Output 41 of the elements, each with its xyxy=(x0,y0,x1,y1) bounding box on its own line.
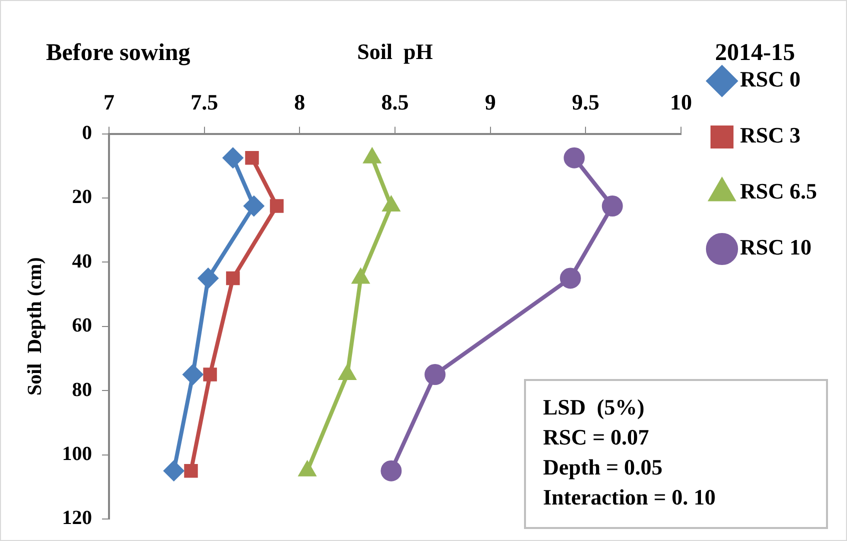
annotation: Interaction = 0. 10 xyxy=(543,484,716,510)
point xyxy=(245,151,259,165)
x-tick-label: 8.5 xyxy=(381,89,409,114)
point xyxy=(198,268,219,289)
point xyxy=(602,196,623,217)
text: 2014-15 xyxy=(715,40,795,66)
legend-label: RSC 0 xyxy=(740,66,801,92)
legend-label: RSC 10 xyxy=(740,234,812,260)
point xyxy=(270,199,284,213)
y-axis-title: Soil Depth (cm) xyxy=(24,257,46,396)
y-tick-label: 80 xyxy=(72,378,92,401)
legend-label: RSC 6.5 xyxy=(740,178,818,204)
y-tick-label: 120 xyxy=(62,507,92,530)
annotation: LSD (5%) xyxy=(543,394,644,420)
y-tick-label: 100 xyxy=(62,442,92,465)
annotation: Depth = 0.05 xyxy=(543,454,662,480)
y-tick-label: 20 xyxy=(72,186,92,208)
legend-label: RSC 3 xyxy=(740,122,801,148)
point xyxy=(184,464,198,478)
y-tick-label: 0 xyxy=(82,122,92,144)
x-axis-title: Soil pH xyxy=(357,38,433,64)
x-tick-label: 9.5 xyxy=(572,89,600,114)
y-tick-label: 40 xyxy=(72,250,92,272)
x-tick-label: 10 xyxy=(670,89,692,114)
chart-title: Before sowing xyxy=(46,40,190,66)
x-tick-label: 7.5 xyxy=(190,89,218,114)
point xyxy=(226,271,240,286)
x-tick-label: 7 xyxy=(104,89,114,114)
point xyxy=(424,364,446,386)
point xyxy=(203,368,217,382)
point xyxy=(564,147,585,168)
point xyxy=(222,147,244,168)
point xyxy=(243,196,264,217)
point xyxy=(182,364,204,386)
point xyxy=(560,268,581,289)
x-tick-label: 8 xyxy=(294,89,306,114)
annotation: RSC = 0.07 xyxy=(543,424,650,450)
x-tick-label: 9 xyxy=(484,89,496,114)
point xyxy=(163,460,184,482)
y-tick-label: 60 xyxy=(72,314,92,337)
point xyxy=(380,460,402,482)
